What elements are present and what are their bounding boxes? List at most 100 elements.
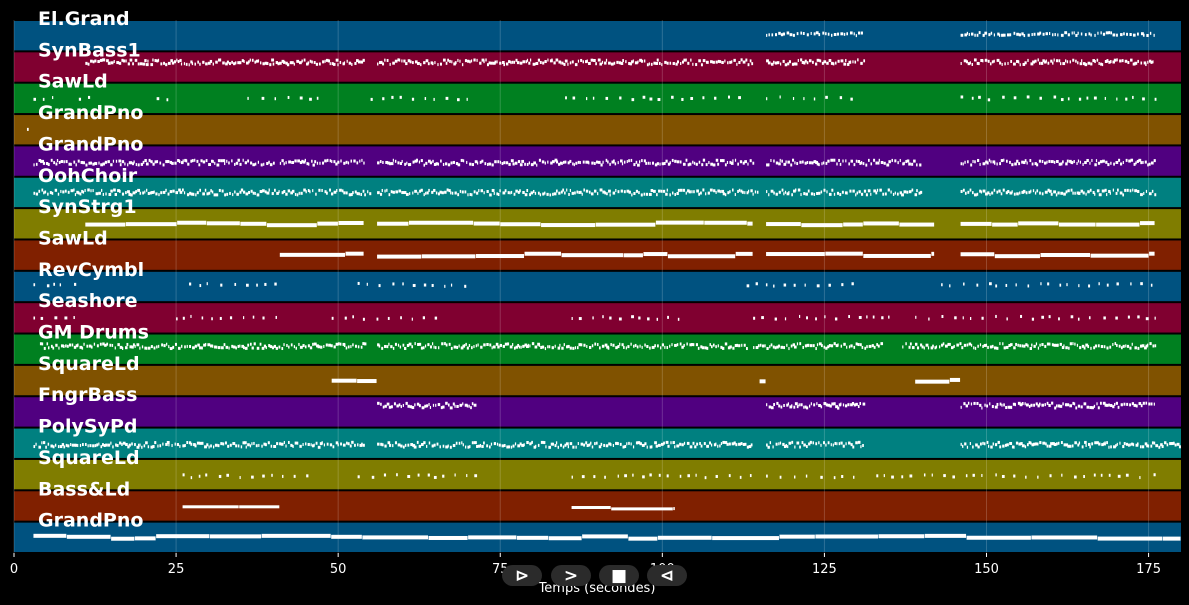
note: [159, 444, 162, 448]
note: [1124, 59, 1128, 63]
note: [142, 191, 145, 195]
note: [741, 343, 743, 347]
note: [160, 62, 163, 66]
note: [58, 160, 61, 164]
note: [92, 60, 95, 64]
note: [468, 404, 470, 408]
note: [607, 346, 610, 350]
note: [1122, 445, 1125, 449]
note: [249, 342, 252, 346]
note: [1078, 191, 1081, 195]
note: [585, 189, 589, 193]
stop-button[interactable]: ■: [599, 565, 639, 586]
note: [496, 192, 499, 196]
note: [189, 282, 192, 286]
note: [240, 221, 267, 226]
note: [766, 222, 801, 227]
note: [1009, 405, 1012, 409]
note: [724, 59, 726, 63]
note: [1094, 344, 1098, 348]
note: [418, 160, 421, 164]
note: [612, 343, 615, 347]
note: [271, 346, 275, 350]
note: [1031, 443, 1034, 447]
note: [473, 58, 476, 62]
note: [136, 343, 140, 347]
note: [599, 346, 601, 350]
note: [345, 346, 348, 350]
note: [1046, 444, 1049, 448]
note: [1153, 402, 1155, 406]
note: [717, 162, 720, 166]
note: [738, 442, 741, 446]
note: [766, 163, 769, 167]
note: [326, 191, 328, 195]
note: [571, 60, 574, 64]
note: [588, 161, 590, 165]
note: [866, 315, 868, 319]
note: [130, 161, 133, 165]
note: [1028, 405, 1031, 409]
note: [994, 161, 996, 165]
note: [727, 191, 730, 195]
back-button[interactable]: ⊲: [647, 565, 687, 586]
note: [690, 58, 692, 62]
note: [968, 342, 972, 346]
note: [433, 162, 437, 166]
note: [1105, 403, 1109, 407]
note: [531, 440, 533, 444]
note: [1126, 188, 1129, 192]
note: [876, 474, 879, 478]
note: [759, 379, 766, 384]
note: [345, 191, 348, 195]
note: [1174, 443, 1177, 447]
note: [740, 442, 743, 446]
note: [287, 189, 291, 193]
note: [273, 444, 277, 448]
note: [357, 345, 360, 349]
note: [685, 191, 687, 195]
note: [239, 344, 241, 348]
note: [121, 192, 125, 196]
note: [1071, 31, 1073, 35]
forward-button[interactable]: >: [551, 565, 591, 586]
note: [978, 62, 980, 66]
note: [731, 60, 733, 64]
note: [463, 159, 465, 163]
note: [512, 343, 514, 347]
note: [208, 191, 211, 195]
note: [992, 222, 1018, 227]
note: [991, 191, 994, 195]
note: [217, 444, 220, 448]
note: [1091, 442, 1094, 446]
note: [134, 58, 138, 62]
note: [626, 160, 628, 164]
note: [658, 443, 661, 447]
note: [1045, 32, 1048, 36]
note: [750, 443, 753, 447]
note: [51, 191, 54, 195]
note: [572, 162, 574, 166]
note: [137, 188, 141, 192]
note: [384, 189, 386, 193]
note: [787, 62, 790, 66]
note: [993, 33, 996, 37]
note: [670, 441, 672, 445]
note: [638, 316, 641, 320]
note: [423, 283, 427, 287]
note: [746, 347, 748, 351]
note: [589, 345, 592, 349]
note: [831, 402, 835, 406]
note: [1016, 32, 1019, 36]
note: [177, 159, 180, 163]
note: [525, 345, 529, 349]
note: [125, 346, 128, 350]
note: [624, 444, 627, 448]
note: [275, 346, 278, 350]
note: [283, 440, 285, 444]
note: [397, 343, 400, 347]
note: [194, 158, 196, 162]
play-button[interactable]: ⊳: [502, 565, 542, 586]
note: [712, 163, 716, 167]
note: [433, 97, 435, 101]
